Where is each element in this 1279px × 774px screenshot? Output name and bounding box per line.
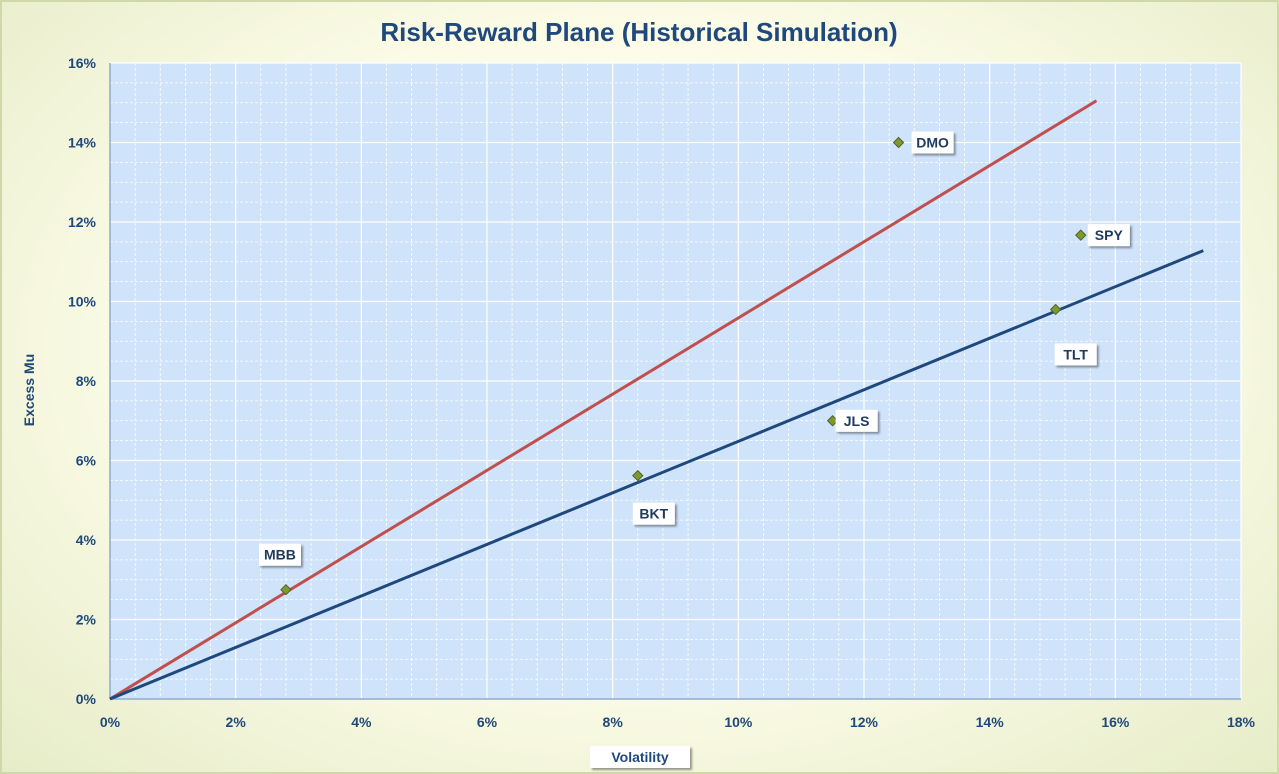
x-tick-labels: 0% 2% 4% 6% 8% 10% 12% 14% 16% 18% bbox=[100, 714, 1256, 730]
point-label-box bbox=[1054, 343, 1097, 366]
point-label-box bbox=[258, 543, 301, 566]
data-point: MBB bbox=[258, 543, 301, 596]
axes bbox=[109, 63, 1241, 700]
data-point: DMO bbox=[892, 131, 954, 154]
point-label-box bbox=[835, 409, 878, 432]
y-tick-label: 16% bbox=[68, 55, 97, 71]
x-tick-label: 4% bbox=[351, 714, 372, 730]
y-tick-label: 4% bbox=[76, 532, 97, 548]
point-marker bbox=[1075, 229, 1087, 241]
y-tick-label: 2% bbox=[76, 612, 97, 628]
x-tick-label: 16% bbox=[1101, 714, 1130, 730]
x-tick-label: 18% bbox=[1227, 714, 1256, 730]
chart-title: Risk-Reward Plane (Historical Simulation… bbox=[380, 17, 897, 47]
point-marker bbox=[892, 136, 905, 149]
y-tick-labels: 0% 2% 4% 6% 8% 10% 12% 14% 16% bbox=[68, 55, 97, 707]
point-label: BKT bbox=[639, 506, 668, 522]
series-lines bbox=[109, 99, 1204, 701]
data-point: SPY bbox=[1075, 224, 1130, 247]
x-axis-title-box: Volatility bbox=[590, 746, 690, 768]
x-tick-label: 12% bbox=[850, 714, 879, 730]
x-tick-label: 6% bbox=[477, 714, 498, 730]
point-label: TLT bbox=[1063, 346, 1088, 362]
y-tick-label: 12% bbox=[68, 214, 97, 230]
x-tick-label: 8% bbox=[603, 714, 624, 730]
point-label: JLS bbox=[844, 413, 870, 429]
data-point: JLS bbox=[826, 409, 878, 432]
point-label: DMO bbox=[916, 135, 949, 151]
x-axis-title: Volatility bbox=[611, 749, 669, 765]
series-line bbox=[109, 99, 1098, 701]
x-tick-label: 10% bbox=[724, 714, 753, 730]
y-axis-title: Excess Mu bbox=[21, 354, 37, 426]
y-tick-label: 14% bbox=[68, 135, 97, 151]
point-marker bbox=[1049, 303, 1062, 316]
x-tick-label: 0% bbox=[100, 714, 121, 730]
point-label: MBB bbox=[264, 547, 296, 563]
y-tick-label: 0% bbox=[76, 691, 97, 707]
point-marker bbox=[632, 469, 644, 482]
point-label: SPY bbox=[1095, 227, 1124, 243]
y-tick-label: 8% bbox=[76, 373, 97, 389]
y-tick-label: 6% bbox=[76, 453, 97, 469]
point-marker bbox=[280, 583, 292, 596]
point-label-box bbox=[1087, 224, 1130, 247]
grid bbox=[109, 62, 1242, 700]
x-tick-label: 14% bbox=[976, 714, 1005, 730]
scatter-points: MBB BKT JLS DMO TLT SPY bbox=[258, 131, 1130, 596]
x-tick-label: 2% bbox=[226, 714, 247, 730]
point-label-box bbox=[632, 502, 675, 525]
data-point: TLT bbox=[1049, 303, 1097, 366]
point-label-box bbox=[911, 131, 954, 154]
series-line bbox=[109, 249, 1204, 701]
data-point: BKT bbox=[632, 469, 675, 525]
y-tick-label: 10% bbox=[68, 294, 97, 310]
